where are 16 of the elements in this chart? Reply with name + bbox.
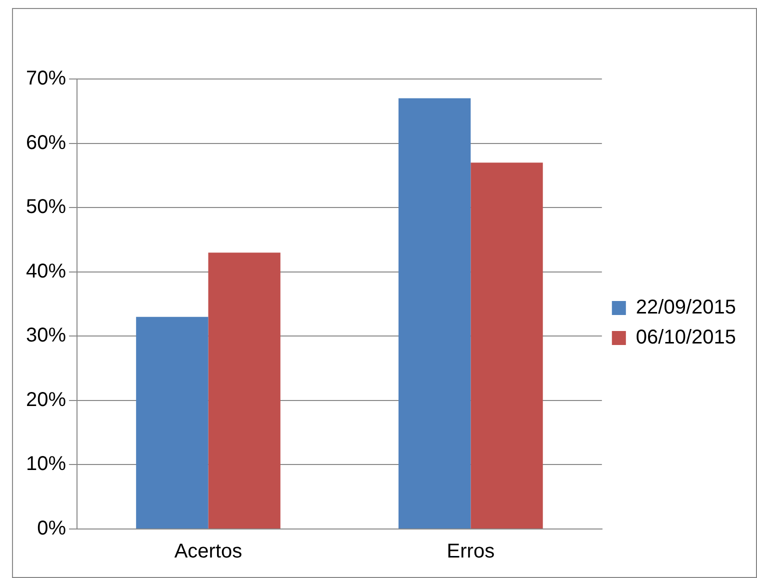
legend-label: 22/09/2015 <box>636 296 736 319</box>
y-tick-label: 10% <box>26 453 66 476</box>
y-tick-label: 30% <box>26 324 66 347</box>
y-tick-label: 0% <box>37 518 66 540</box>
bar <box>208 252 280 528</box>
bar <box>470 162 543 528</box>
x-tick-label: Acertos <box>174 540 242 563</box>
bar <box>398 98 471 528</box>
y-tick-label: 40% <box>26 260 66 282</box>
y-tick-label: 60% <box>26 132 66 154</box>
y-tick-label: 50% <box>26 196 66 218</box>
y-tick-label: 20% <box>26 388 66 411</box>
bar <box>136 316 208 528</box>
legend-label: 06/10/2015 <box>636 326 736 349</box>
y-tick-label: 70% <box>26 68 66 90</box>
x-tick-label: Erros <box>446 540 495 563</box>
